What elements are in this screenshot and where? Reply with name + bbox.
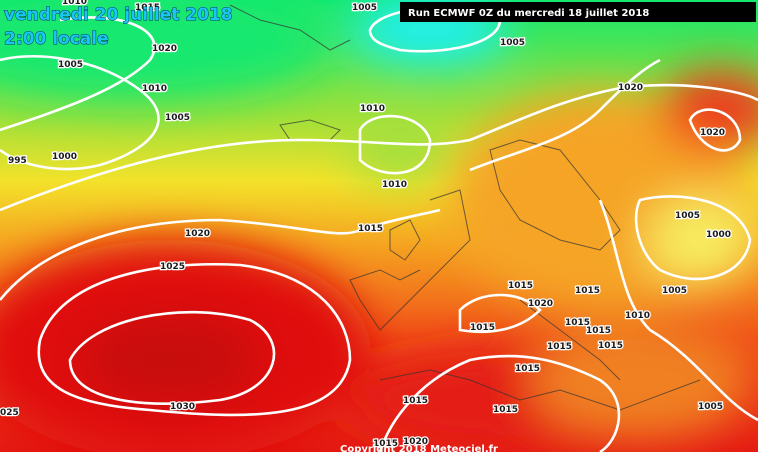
isobar-label: 1010: [62, 0, 87, 7]
isobar-label: 1010: [625, 311, 650, 321]
isobar-label: 1015: [470, 323, 495, 333]
isobar-label: 1020: [185, 229, 210, 239]
isobar-label: 1020: [618, 83, 643, 93]
isobar-label: 1020: [403, 437, 428, 447]
isobar-label: 1010: [360, 104, 385, 114]
isobar-label: 1015: [586, 326, 611, 336]
isobar-label: 1015: [515, 364, 540, 374]
isobar-labels: 1010 1015 1005 1005 1020 1005 1010 1005 1010 1020…: [0, 0, 732, 450]
isobar-label: 1015: [598, 341, 623, 351]
run-info: Run ECMWF 0Z du mercredi 18 juillet 2018: [408, 8, 649, 19]
isobar-label: 1020: [700, 128, 725, 138]
isobar-label: 1000: [706, 230, 731, 240]
isobar-label: 1015: [373, 439, 398, 449]
isobar-label: 1015: [508, 281, 533, 291]
isobar-label: 1005: [698, 402, 723, 412]
time-title: 2:00 locale: [4, 29, 109, 49]
isobar-label: 1015: [358, 224, 383, 234]
isobar-label: 1005: [352, 3, 377, 13]
isobar-label: 1005: [165, 113, 190, 123]
isobar-label: 1020: [152, 44, 177, 54]
isobar-label: 1025: [160, 262, 185, 272]
isobar-label: 1030: [170, 402, 195, 412]
isobar-label: 1015: [403, 396, 428, 406]
isobar-label: 995: [8, 156, 27, 166]
isobar-label: 1005: [662, 286, 687, 296]
isobar-label: 1005: [675, 211, 700, 221]
isobar-label: 1015: [493, 405, 518, 415]
isobar-label: 025: [0, 408, 19, 418]
isobar-label: 1020: [528, 299, 553, 309]
isobar-label: 1010: [142, 84, 167, 94]
isobar-label: 1015: [135, 3, 160, 13]
isobar-label: 1015: [575, 286, 600, 296]
isobar-label: 1010: [382, 180, 407, 190]
isobar-label: 1000: [52, 152, 77, 162]
copyright: Copyright 2018 Meteociel.fr: [340, 444, 498, 452]
coastlines: [229, 4, 701, 411]
run-banner: [400, 2, 756, 22]
isobar-label: 1005: [500, 38, 525, 48]
isobar-label: 1005: [58, 60, 83, 70]
isobar-label: 1015: [547, 342, 572, 352]
isobar-label: 1015: [565, 318, 590, 328]
date-title: vendredi 20 juillet 2018: [4, 5, 233, 25]
